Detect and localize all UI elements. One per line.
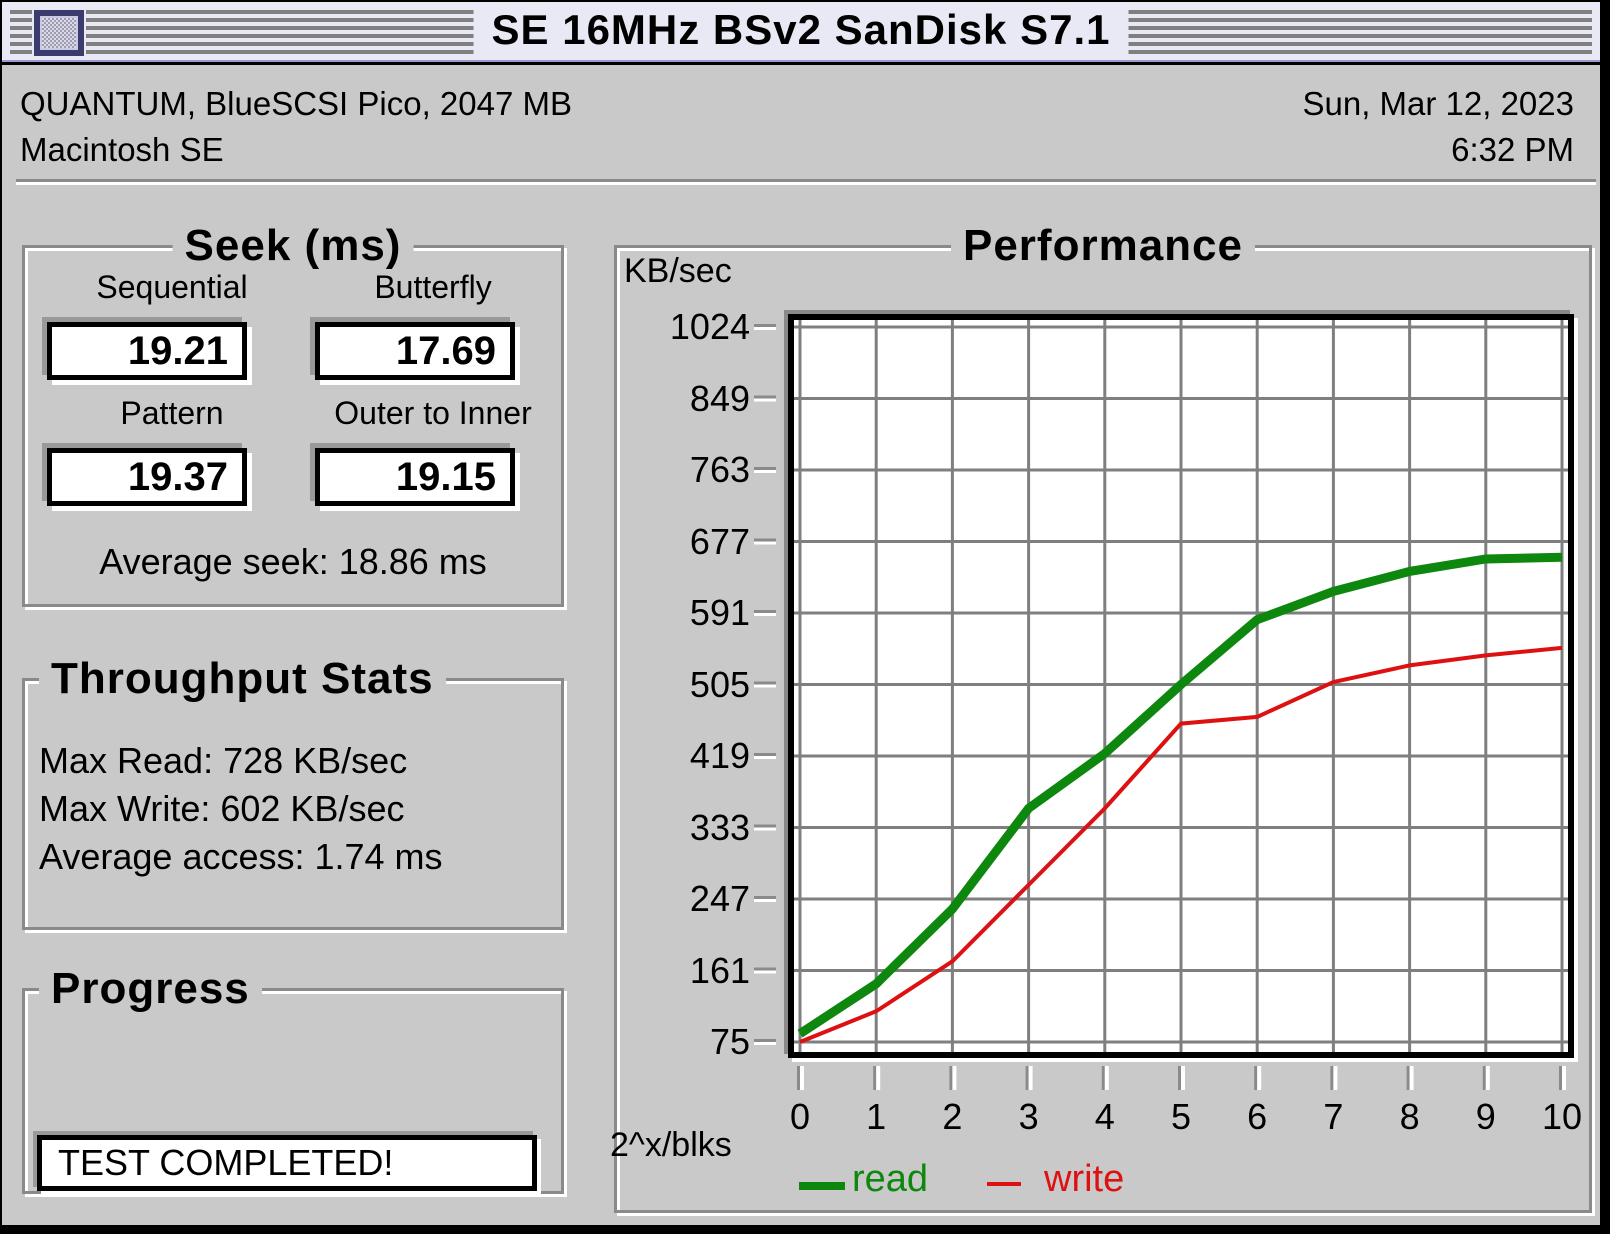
progress-status-field: TEST COMPLETED! [37,1135,537,1191]
seek-field-sequential: 19.21 [47,322,247,380]
seek-field-outer-to-inner: 19.15 [315,448,515,506]
date-text: Sun, Mar 12, 2023 [1302,85,1574,122]
title-bar[interactable]: SE 16MHz BSv2 SanDisk S7.1 [2,2,1600,65]
write-line-swatch [987,1182,1021,1186]
seek-label-butterfly: Butterfly [374,269,492,305]
seek-field-pattern: 19.37 [47,448,247,506]
seek-field-butterfly: 17.69 [315,322,515,380]
x-axis-unit-label: 2^x/blks [610,1126,732,1164]
machine-info: Macintosh SE [20,131,224,168]
legend-write-label: write [1044,1158,1125,1200]
seek-label-sequential: Sequential [96,269,248,305]
window-title: SE 16MHz BSv2 SanDisk S7.1 [473,3,1129,56]
performance-groupbox: Performance [614,218,1592,1213]
y-axis-unit-label: KB/sec [624,252,732,290]
progress-title: Progress [39,961,262,1017]
average-seek-text: Average seek: 18.86 ms [99,541,487,582]
max-write-text: Max Write: 602 KB/sec [39,788,405,829]
throughput-title: Throughput Stats [39,651,446,707]
header-divider [16,179,1596,185]
seek-groupbox: Seek (ms) Sequential Butterfly 19.21 17.… [22,218,564,607]
time-text: 6:32 PM [1451,131,1574,168]
throughput-groupbox: Throughput Stats Max Read: 728 KB/sec Ma… [22,651,564,930]
progress-groupbox: Progress TEST COMPLETED! [22,961,564,1194]
legend-read-label: read [852,1158,929,1200]
close-box-dither [42,18,76,48]
close-box-icon[interactable] [34,10,84,56]
seek-label-outer-to-inner: Outer to Inner [334,395,532,431]
chart-legend: read write [772,1158,1232,1204]
seek-label-pattern: Pattern [120,395,224,431]
performance-title: Performance [950,218,1256,274]
device-info: QUANTUM, BlueSCSI Pico, 2047 MB [20,85,573,122]
max-read-text: Max Read: 728 KB/sec [39,740,408,781]
average-access-text: Average access: 1.74 ms [39,836,443,877]
read-line-swatch [799,1182,845,1190]
seek-title: Seek (ms) [172,218,414,274]
